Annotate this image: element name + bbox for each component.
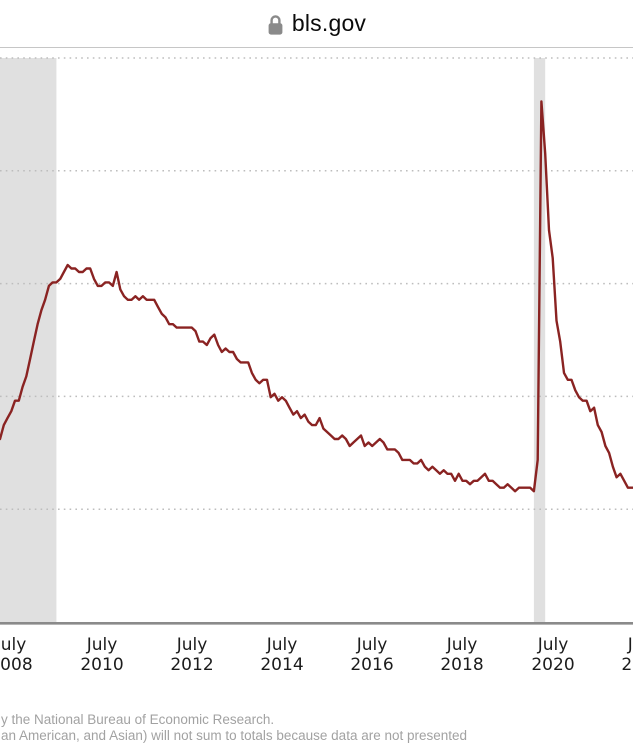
x-tick-label-2022: July2022	[621, 635, 633, 675]
lock-icon	[267, 14, 284, 36]
url-text: bls.gov	[291, 10, 367, 36]
x-tick-label-2020: July 2020	[531, 635, 575, 675]
x-tick-label-2010: July 2010	[80, 635, 124, 675]
x-tick-label-2016: July 2016	[350, 635, 394, 675]
header-divider	[0, 47, 633, 48]
x-tick-label-2014: July 2014	[260, 635, 304, 675]
x-tick-label-2012: July 2012	[170, 635, 214, 675]
footnote-line-2: an American, and Asian) will not sum to …	[1, 727, 468, 743]
chart-footnotes: y the National Bureau of Economic Resear…	[1, 712, 633, 743]
data-line	[0, 100, 633, 493]
x-tick-label-2018: July 2018	[440, 635, 484, 675]
browser-url-bar[interactable]: bls.gov	[0, 0, 633, 47]
recession-band	[0, 58, 57, 622]
x-tick-label-2008: July2008	[0, 635, 33, 675]
footnote-line-1: y the National Bureau of Economic Resear…	[1, 712, 275, 727]
